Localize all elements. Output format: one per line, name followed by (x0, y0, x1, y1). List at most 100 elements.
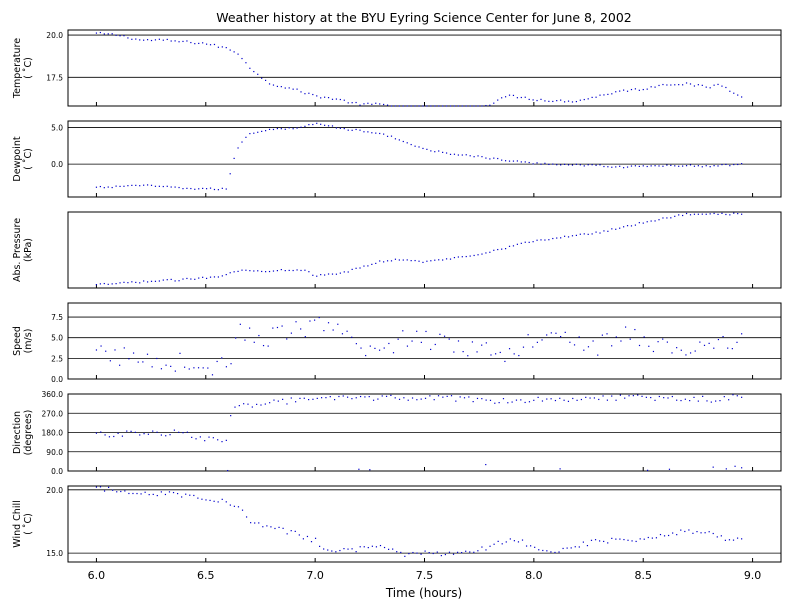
data-point (573, 344, 576, 346)
y-axis-label: Abs. Pressure (12, 218, 23, 282)
data-point (205, 277, 208, 280)
data-point (217, 189, 219, 191)
data-point (481, 546, 483, 548)
data-point (343, 127, 345, 130)
data-point (603, 540, 605, 543)
data-point (276, 270, 279, 272)
data-point (674, 215, 676, 217)
data-point (532, 346, 534, 348)
data-point (446, 395, 448, 397)
data-point (493, 543, 495, 545)
data-point (230, 415, 232, 417)
data-point (300, 126, 302, 128)
data-point (670, 164, 672, 167)
data-point (323, 330, 325, 332)
data-point (327, 273, 330, 275)
data-point (209, 276, 212, 278)
y-axis-label: ( ˚C) (23, 513, 34, 535)
data-point (209, 499, 211, 502)
data-point (670, 84, 672, 86)
data-point (416, 330, 418, 332)
data-point (455, 400, 457, 402)
data-point (494, 402, 496, 404)
data-point (586, 544, 589, 547)
data-point (520, 96, 522, 99)
data-point (294, 530, 296, 532)
data-point (268, 128, 271, 130)
data-point (383, 546, 386, 549)
data-point (685, 82, 688, 84)
data-point (363, 546, 365, 548)
data-point (346, 396, 349, 398)
data-point (611, 93, 613, 95)
data-point (630, 165, 633, 167)
data-point (383, 261, 385, 263)
data-point (445, 152, 448, 154)
data-point (381, 395, 383, 397)
data-point (520, 161, 522, 163)
data-point (411, 397, 414, 399)
data-point (396, 551, 398, 553)
data-point (476, 351, 478, 353)
data-point (710, 401, 712, 403)
data-point (272, 327, 274, 329)
data-point (410, 143, 412, 146)
data-point (394, 105, 397, 107)
data-point (697, 84, 699, 86)
data-point (578, 546, 580, 548)
data-point (666, 341, 668, 343)
data-point (290, 397, 292, 399)
data-point (448, 338, 450, 340)
data-point (532, 163, 534, 165)
data-point (414, 145, 416, 147)
data-point (379, 132, 381, 135)
data-point (504, 160, 507, 162)
data-point (512, 245, 515, 247)
data-point (461, 154, 463, 156)
data-point (688, 529, 690, 531)
data-point (542, 549, 544, 552)
data-point (643, 336, 645, 338)
data-point (457, 105, 459, 107)
data-point (286, 533, 288, 535)
data-point (513, 353, 515, 355)
data-point (241, 57, 243, 60)
data-point (123, 35, 125, 37)
data-point (249, 132, 251, 135)
plot-frame (67, 302, 782, 380)
data-point (299, 397, 301, 400)
data-point (374, 347, 376, 350)
data-point (398, 259, 400, 261)
data-point (392, 548, 394, 550)
data-point (190, 41, 192, 44)
data-point (156, 431, 158, 433)
data-point (434, 343, 436, 346)
data-point (666, 217, 668, 219)
data-point (312, 274, 314, 276)
y-tick-label: 270.0 (42, 409, 64, 418)
data-point (120, 490, 122, 493)
data-point (736, 395, 738, 397)
data-point (410, 260, 412, 262)
data-point (308, 92, 310, 94)
data-point (169, 434, 171, 436)
data-point (532, 99, 534, 101)
data-point (489, 158, 491, 160)
data-point (448, 551, 451, 553)
data-point (225, 47, 227, 49)
data-point (556, 100, 558, 102)
data-point (682, 84, 684, 86)
data-point (402, 259, 404, 261)
data-point (672, 532, 674, 534)
data-point (201, 498, 203, 500)
data-point (249, 67, 251, 69)
data-point (554, 399, 557, 402)
data-point (567, 100, 570, 102)
data-point (524, 96, 526, 98)
data-point (606, 399, 608, 401)
data-point (333, 399, 336, 401)
y-tick-label: 360.0 (42, 390, 64, 399)
data-point (473, 254, 475, 257)
data-point (272, 84, 275, 86)
data-point (286, 338, 288, 340)
